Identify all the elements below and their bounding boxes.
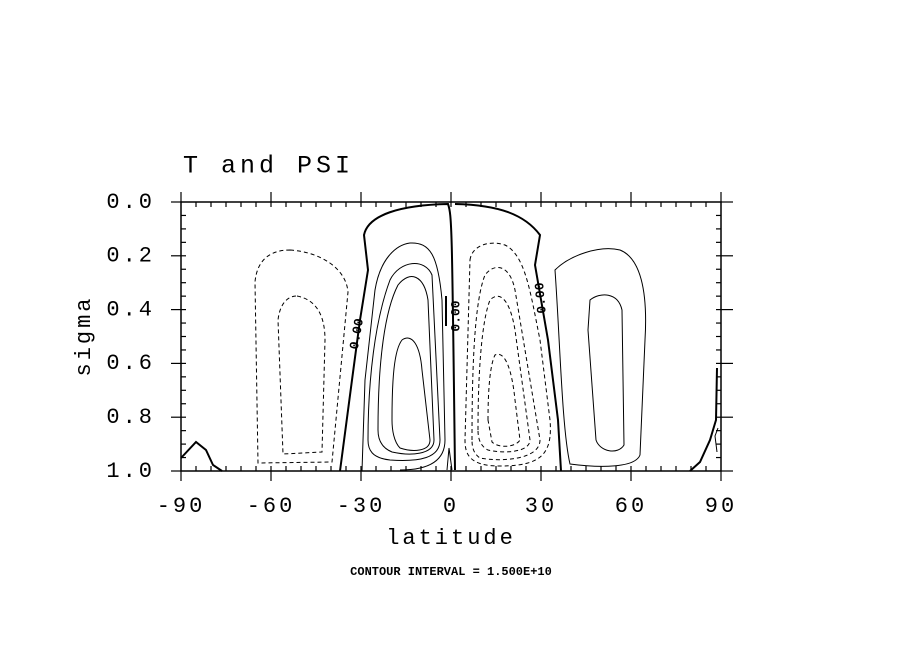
x-tick-label: -60	[247, 494, 296, 519]
contour-line	[339, 202, 456, 472]
x-tick-label: -30	[337, 494, 386, 519]
contour-line	[377, 276, 435, 455]
x-tick-label: 60	[615, 494, 647, 519]
contour-line	[477, 295, 531, 453]
contour-line	[180, 440, 223, 472]
x-tick-label: 90	[705, 494, 737, 519]
contour-line	[464, 242, 551, 467]
y-tick-label: 0.8	[106, 405, 155, 430]
y-tick-label: 0.2	[106, 244, 155, 269]
contour-line	[446, 447, 453, 471]
chart-title: T and PSI	[183, 152, 354, 181]
contour-label: 0.00	[448, 300, 463, 331]
x-tick-label: 30	[525, 494, 557, 519]
contour-line	[367, 263, 441, 461]
y-tick-label: 0.4	[106, 297, 155, 322]
x-tick-label: 0	[443, 494, 459, 519]
contour-line	[454, 203, 562, 472]
contours	[180, 202, 719, 472]
y-tick-label: 1.0	[106, 459, 155, 484]
contour-line	[554, 248, 647, 467]
contour-line	[361, 242, 446, 472]
footnote: CONTOUR INTERVAL = 1.500E+10	[350, 565, 552, 579]
contour-line	[471, 266, 541, 461]
contour-line	[277, 295, 326, 455]
y-axis-label: sigma	[72, 295, 97, 376]
contour-label: 0.00	[532, 282, 550, 315]
contour-line	[587, 294, 625, 452]
x-axis-label: latitude	[386, 526, 516, 551]
y-tick-label: 0.6	[106, 351, 155, 376]
contour-line	[391, 337, 431, 451]
contour-line	[487, 353, 521, 447]
y-tick-label: 0.0	[106, 190, 155, 215]
contour-line	[254, 249, 349, 464]
x-tick-label: -90	[157, 494, 206, 519]
contour-line	[689, 367, 718, 472]
contour-label: 0.00	[347, 317, 367, 351]
